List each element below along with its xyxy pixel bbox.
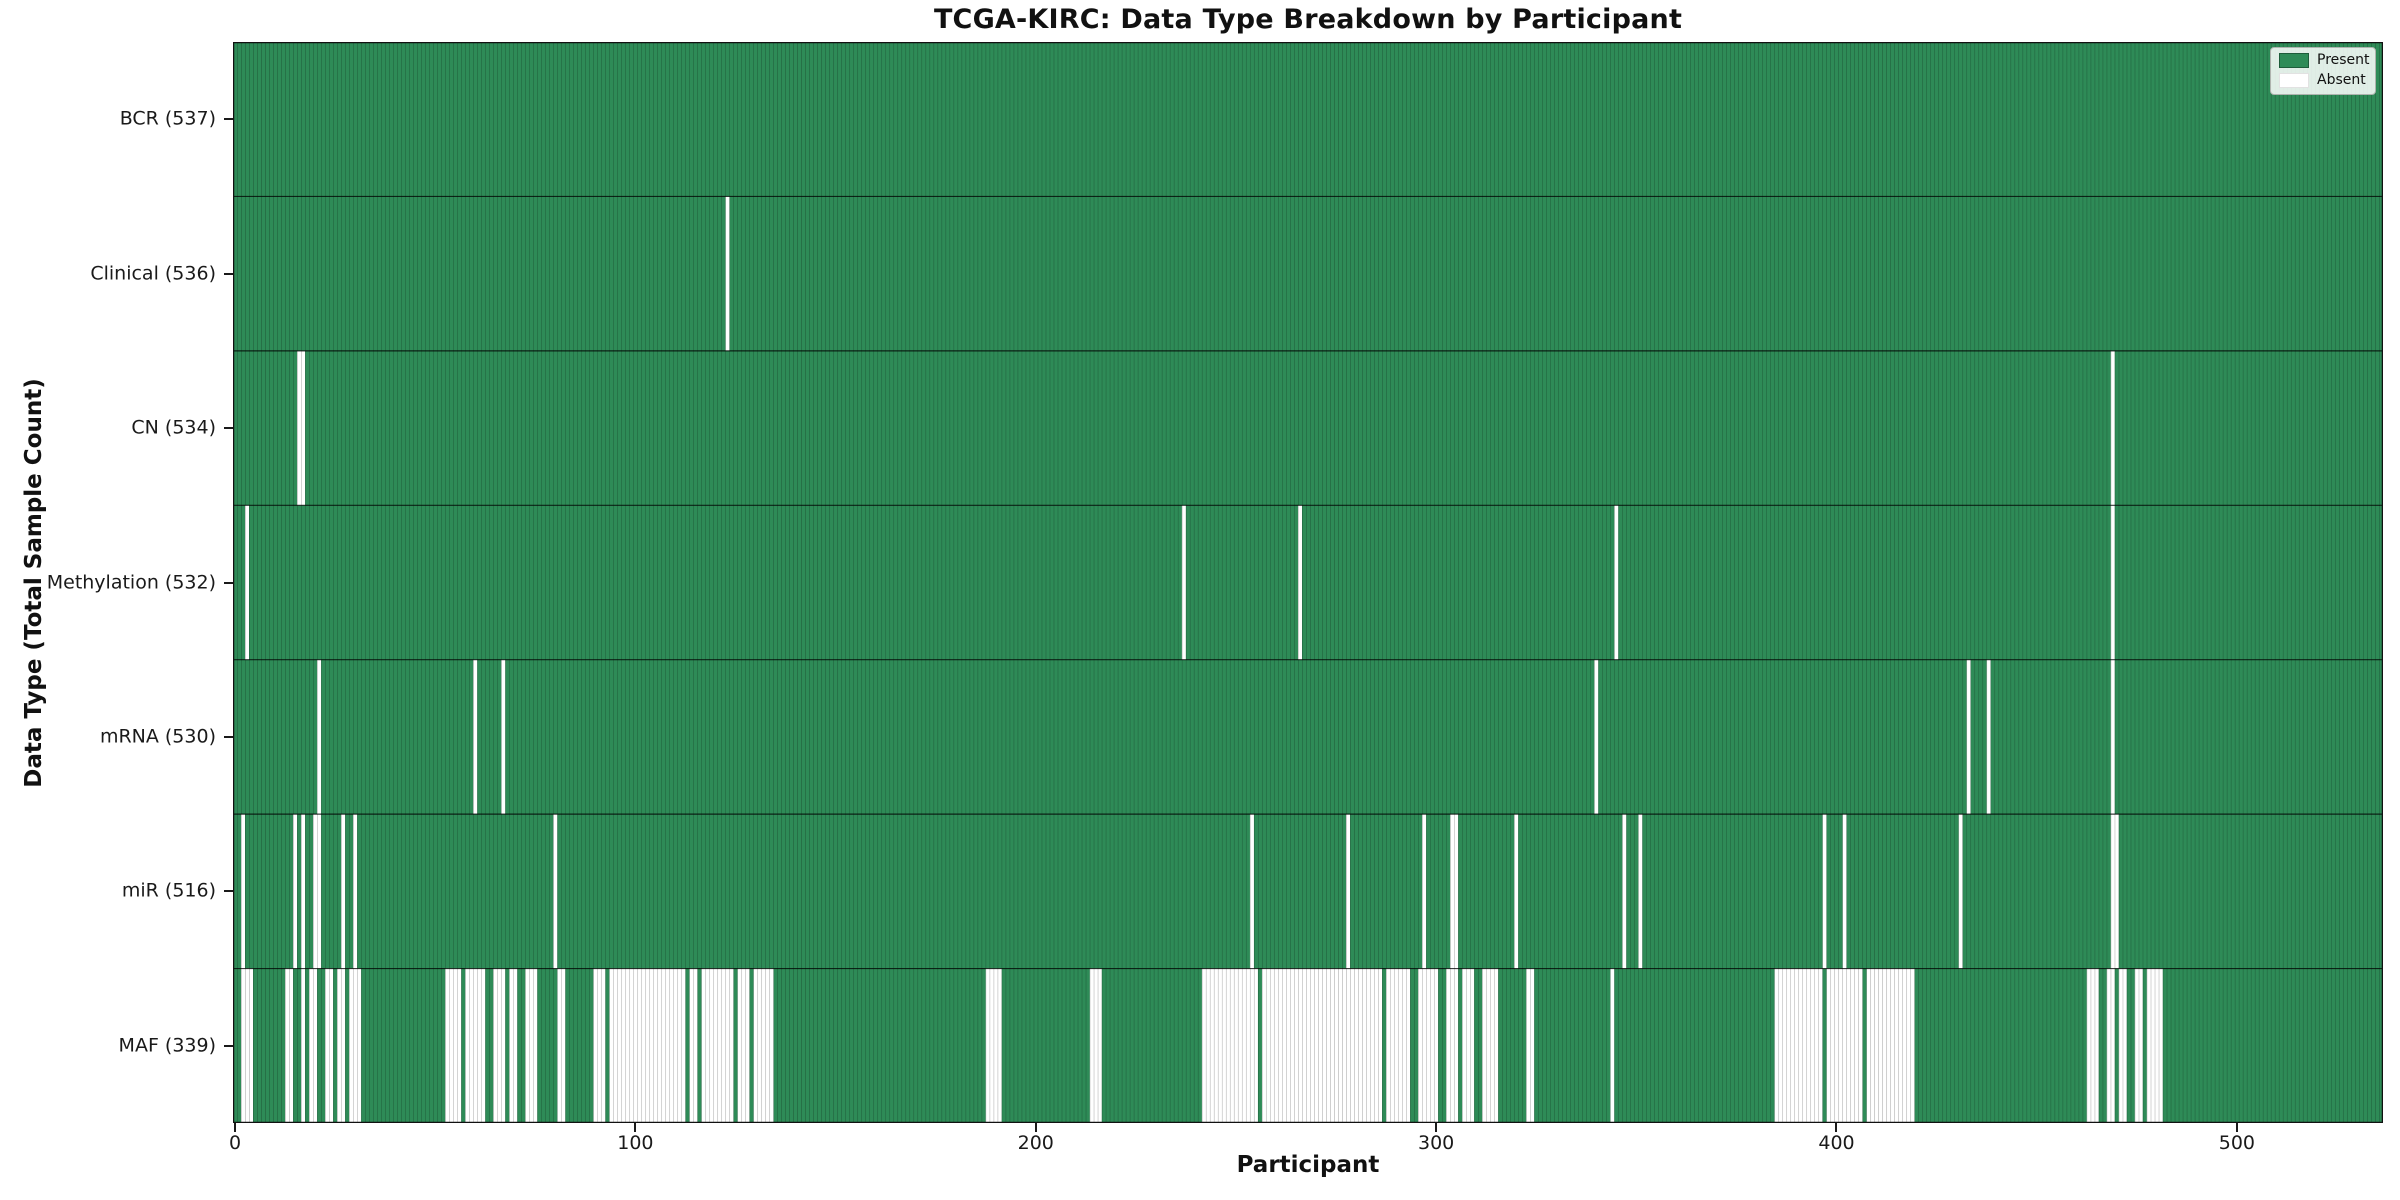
y-tick-label: mRNA (530) xyxy=(99,725,216,748)
x-tick-label: 100 xyxy=(617,1132,654,1154)
x-tick-label: 400 xyxy=(1818,1132,1855,1154)
y-tick-label: MAF (339) xyxy=(118,1034,216,1057)
y-tick-mark xyxy=(224,890,233,893)
x-tick-label: 0 xyxy=(228,1132,242,1154)
y-tick-label: BCR (537) xyxy=(119,107,216,130)
x-tick-mark xyxy=(2235,1123,2238,1132)
legend-item-absent: Absent xyxy=(2279,73,2367,88)
x-tick-mark xyxy=(234,1123,236,1132)
x-tick-label: 200 xyxy=(1017,1132,1054,1154)
x-axis-label: Participant xyxy=(1236,1152,1380,1178)
absent-swatch-icon xyxy=(2279,73,2309,88)
x-tick-mark xyxy=(634,1123,637,1132)
x-tick-label: 500 xyxy=(2218,1132,2255,1154)
x-tick-label: 300 xyxy=(1417,1132,1455,1154)
legend-label-present: Present xyxy=(2317,52,2370,68)
y-tick-label: miR (516) xyxy=(121,879,216,902)
x-tick-mark xyxy=(1435,1123,1438,1132)
legend-item-present: Present xyxy=(2279,52,2370,68)
y-tick-mark xyxy=(224,1044,233,1047)
y-tick-mark xyxy=(224,118,233,121)
y-tick-mark xyxy=(224,427,233,430)
y-tick-mark xyxy=(224,735,233,738)
x-tick-mark xyxy=(1034,1123,1037,1132)
y-tick-label: Clinical (536) xyxy=(90,262,216,285)
y-tick-label: Methylation (532) xyxy=(46,571,216,593)
legend: Present Absent xyxy=(2270,47,2376,95)
present-swatch-icon xyxy=(2279,53,2309,68)
y-tick-mark xyxy=(224,272,233,275)
presence-matrix xyxy=(233,42,2383,1123)
plot-area xyxy=(233,42,2383,1123)
y-tick-mark xyxy=(224,581,233,584)
chart-title: TCGA-KIRC: Data Type Breakdown by Partic… xyxy=(933,4,1683,35)
y-tick-label: CN (534) xyxy=(131,416,216,439)
x-tick-mark xyxy=(1835,1123,1838,1132)
legend-label-absent: Absent xyxy=(2317,72,2366,88)
